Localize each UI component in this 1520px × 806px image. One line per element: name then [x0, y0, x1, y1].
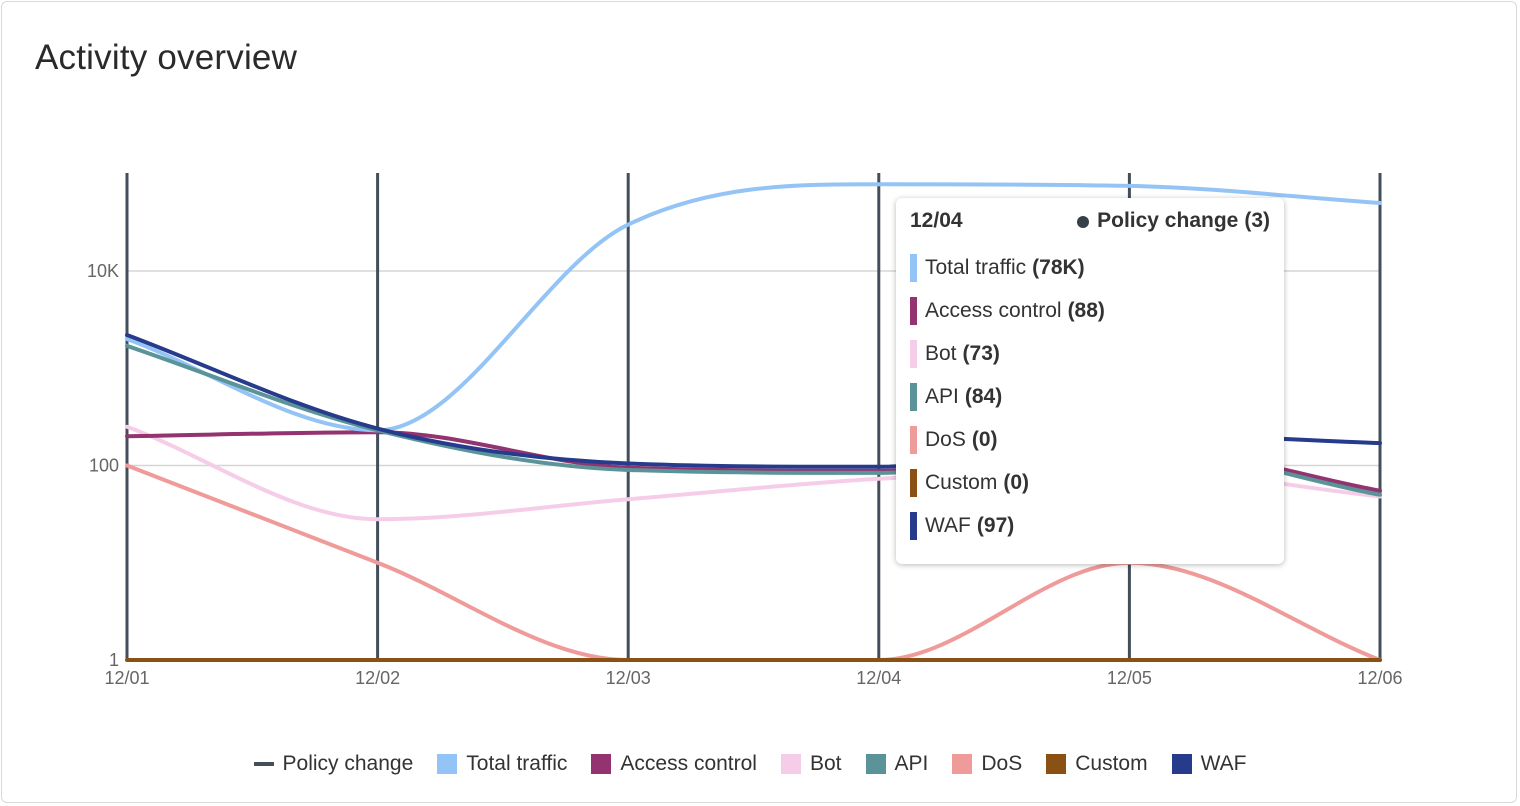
- x-tick-label: 12/02: [355, 668, 400, 688]
- tooltip-swatch: [910, 254, 917, 282]
- legend-label: Custom: [1075, 752, 1148, 775]
- legend-swatch: [253, 762, 274, 766]
- series-line-total-traffic: [125, 182, 1382, 433]
- x-tick-label: 12/01: [104, 668, 149, 688]
- legend-label: Bot: [809, 752, 842, 775]
- legend-label: Policy change: [282, 752, 414, 775]
- legend-swatch: [591, 754, 612, 774]
- tooltip-policy-change: Policy change (3): [1077, 209, 1270, 233]
- x-tick-label: 12/05: [1107, 668, 1152, 688]
- legend-item[interactable]: Policy change: [253, 752, 414, 776]
- chart-legend: Policy change Total traffic Access control…: [0, 752, 1500, 776]
- tooltip-row-value: (97): [976, 514, 1015, 537]
- legend-label: WAF: [1200, 752, 1247, 775]
- tooltip-row-value: (0): [971, 428, 998, 451]
- tooltip-row-label: Access control: [925, 299, 1062, 322]
- tooltip-row: WAF (97): [910, 512, 1014, 540]
- tooltip-row: API (84): [910, 383, 1002, 411]
- legend-swatch: [437, 754, 458, 774]
- tooltip-row: Access control (88): [910, 297, 1105, 325]
- tooltip-row-value: (78K): [1032, 256, 1085, 279]
- legend-swatch: [952, 754, 973, 774]
- legend-item[interactable]: DoS: [952, 752, 1022, 776]
- legend-label: API: [894, 752, 929, 775]
- tooltip-row: Bot (73): [910, 340, 1000, 368]
- legend-label: Access control: [620, 752, 757, 775]
- tooltip-row-label: Bot: [925, 342, 957, 365]
- tooltip-swatch: [910, 383, 917, 411]
- tooltip-swatch: [910, 297, 917, 325]
- y-tick-label: 100: [89, 456, 119, 476]
- chart-title: Activity overview: [35, 38, 298, 77]
- x-tick-label: 12/03: [606, 668, 651, 688]
- tooltip-swatch: [910, 340, 917, 368]
- legend-label: DoS: [981, 752, 1023, 775]
- legend-swatch: [1046, 754, 1067, 774]
- tooltip-row: Total traffic (78K): [910, 254, 1085, 282]
- tooltip-swatch: [910, 469, 917, 497]
- legend-item[interactable]: Bot: [780, 752, 842, 776]
- tooltip-swatch: [910, 426, 917, 454]
- legend-swatch: [865, 754, 886, 774]
- tooltip-policy-value: (3): [1244, 209, 1270, 232]
- tooltip-row-value: (84): [964, 385, 1003, 408]
- tooltip-row-label: API: [925, 385, 959, 408]
- legend-item[interactable]: Custom: [1046, 752, 1148, 776]
- x-tick-label: 12/04: [856, 668, 901, 688]
- y-tick-label: 10K: [87, 261, 119, 281]
- tooltip-policy-label: Policy change: [1097, 209, 1239, 232]
- tooltip-date: 12/04: [910, 209, 963, 232]
- tooltip-swatch: [910, 512, 917, 540]
- y-tick-label: 1: [109, 650, 119, 670]
- tooltip-row: DoS (0): [910, 426, 998, 454]
- legend-swatch: [780, 754, 801, 774]
- tooltip-row-value: (88): [1067, 299, 1105, 322]
- policy-dot-icon: [1077, 216, 1090, 228]
- legend-item[interactable]: Total traffic: [437, 752, 567, 776]
- tooltip-row-label: Custom: [925, 471, 998, 494]
- tooltip-row-label: WAF: [925, 514, 971, 537]
- tooltip-row-value: (0): [1003, 471, 1030, 494]
- tooltip-row-label: DoS: [925, 428, 966, 451]
- tooltip-row-value: (73): [962, 342, 1000, 365]
- legend-item[interactable]: WAF: [1171, 752, 1247, 776]
- tooltip-row: Custom (0): [910, 469, 1029, 497]
- legend-label: Total traffic: [466, 752, 568, 775]
- legend-item[interactable]: API: [865, 752, 929, 776]
- legend-swatch: [1171, 754, 1192, 774]
- x-tick-label: 12/06: [1357, 668, 1402, 688]
- tooltip-row-label: Total traffic: [925, 256, 1027, 279]
- chart-tooltip: 12/04 Policy change (3) Total traffic (78…: [896, 198, 1284, 564]
- legend-item[interactable]: Access control: [591, 752, 757, 776]
